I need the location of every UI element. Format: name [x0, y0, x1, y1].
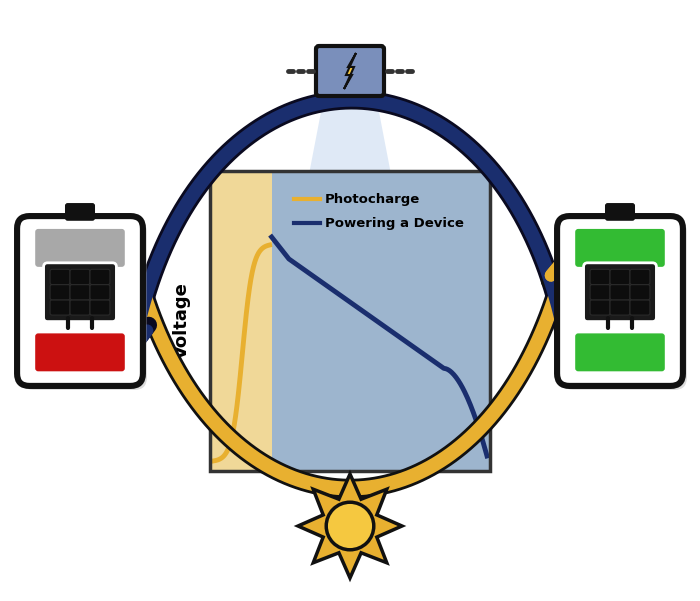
FancyBboxPatch shape — [575, 229, 665, 267]
Text: Powering a Device: Powering a Device — [325, 216, 464, 230]
FancyBboxPatch shape — [43, 263, 116, 322]
FancyBboxPatch shape — [561, 220, 687, 390]
FancyBboxPatch shape — [630, 269, 650, 284]
FancyBboxPatch shape — [610, 300, 630, 315]
FancyBboxPatch shape — [630, 300, 650, 315]
FancyBboxPatch shape — [90, 269, 110, 284]
FancyBboxPatch shape — [557, 216, 683, 386]
FancyBboxPatch shape — [90, 300, 110, 315]
FancyBboxPatch shape — [610, 284, 630, 300]
FancyBboxPatch shape — [50, 284, 70, 300]
Text: Time: Time — [326, 494, 374, 512]
FancyBboxPatch shape — [70, 269, 90, 284]
FancyBboxPatch shape — [610, 269, 630, 284]
FancyBboxPatch shape — [70, 284, 90, 300]
FancyBboxPatch shape — [50, 269, 70, 284]
FancyBboxPatch shape — [35, 334, 125, 371]
FancyBboxPatch shape — [70, 300, 90, 315]
FancyBboxPatch shape — [21, 220, 147, 390]
FancyBboxPatch shape — [590, 269, 610, 284]
FancyBboxPatch shape — [90, 284, 110, 300]
Polygon shape — [252, 91, 448, 471]
FancyBboxPatch shape — [630, 284, 650, 300]
FancyBboxPatch shape — [66, 204, 94, 220]
FancyBboxPatch shape — [590, 284, 610, 300]
Polygon shape — [344, 53, 356, 89]
Polygon shape — [298, 474, 402, 578]
Bar — [210, 171, 490, 471]
Text: Voltage: Voltage — [173, 282, 191, 359]
FancyBboxPatch shape — [575, 334, 665, 371]
FancyBboxPatch shape — [50, 300, 70, 315]
FancyBboxPatch shape — [590, 300, 610, 315]
FancyBboxPatch shape — [606, 204, 634, 220]
FancyBboxPatch shape — [316, 46, 384, 96]
FancyBboxPatch shape — [584, 263, 657, 322]
Bar — [210, 171, 490, 471]
Bar — [210, 171, 272, 471]
FancyBboxPatch shape — [35, 229, 125, 267]
Circle shape — [326, 502, 374, 550]
Text: Photocharge: Photocharge — [325, 192, 420, 206]
FancyBboxPatch shape — [17, 216, 143, 386]
